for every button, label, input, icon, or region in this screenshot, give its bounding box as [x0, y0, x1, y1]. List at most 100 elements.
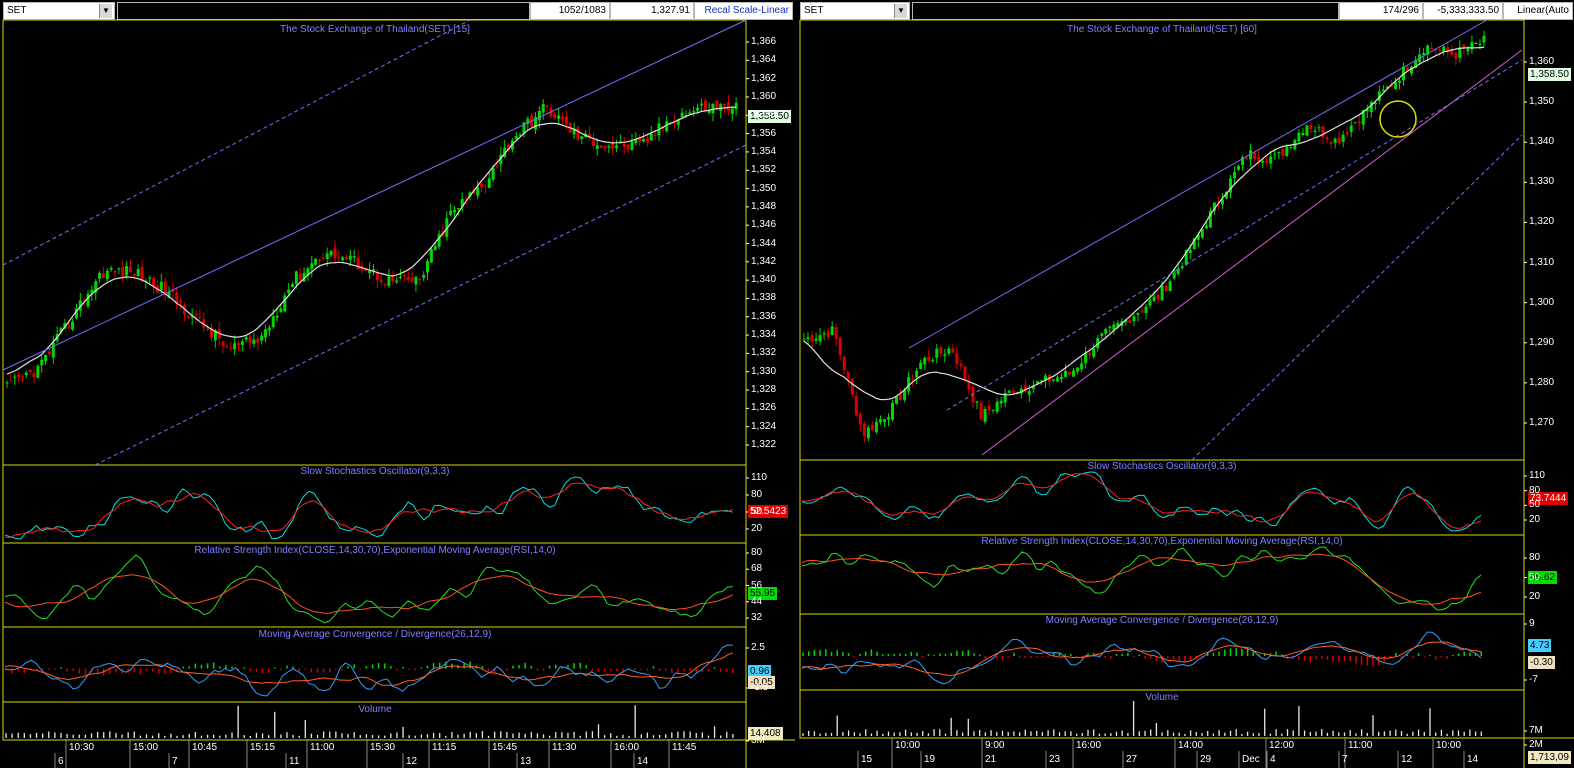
candle-body	[939, 347, 943, 354]
candle-body	[907, 377, 911, 392]
candle-body	[1422, 52, 1426, 55]
oscillator-line-fast	[4, 644, 733, 697]
candle-body	[333, 248, 337, 259]
trend-channel-line	[946, 59, 1523, 411]
candle-body	[78, 300, 82, 311]
candle-body	[1132, 316, 1136, 322]
stochastic-value-tag: 73.7444	[1528, 492, 1569, 505]
last-price-tag: 1,358.50	[748, 110, 791, 123]
oscillator-line-fast	[801, 546, 1482, 611]
candle-body	[834, 327, 838, 339]
x-day-label: 19	[924, 754, 936, 765]
candle-body	[399, 277, 403, 279]
candle-body	[1108, 326, 1112, 328]
candle-body	[460, 199, 464, 207]
candle-body	[564, 116, 568, 125]
candle-body	[895, 396, 899, 404]
candle-body	[576, 127, 580, 140]
x-day-label: 4	[1270, 754, 1276, 765]
trend-channel-line	[981, 49, 1523, 456]
candle-body	[283, 295, 287, 312]
candle-body	[287, 289, 291, 294]
candle-body	[692, 111, 696, 113]
candle-body	[830, 326, 834, 335]
chart-canvas	[799, 19, 1574, 768]
price-panel-title: The Stock Exchange of Thailand(SET) [60]	[1067, 24, 1257, 35]
price-tick-label: 1,280	[1529, 376, 1555, 388]
chevron-down-icon[interactable]: ▼	[894, 4, 907, 18]
macd-tick-label: -7	[1529, 674, 1538, 685]
candle-body	[1104, 329, 1108, 334]
right-chart-pane[interactable]: SET ▼ 174/296 -5,333,333.50 Linear(Auto …	[797, 0, 1574, 768]
price-tick-label: 1,336	[751, 310, 777, 322]
x-day-label: 12	[1401, 754, 1413, 765]
candle-body	[1474, 42, 1478, 44]
x-day-label: 7	[1342, 754, 1348, 765]
rsi-tick-label: 68	[751, 563, 763, 575]
chevron-down-icon[interactable]: ▼	[99, 4, 112, 18]
candle-body	[991, 409, 995, 411]
candle-body	[1172, 272, 1176, 279]
candle-body	[1402, 66, 1406, 81]
macd-panel-title: Moving Average Convergence / Divergence(…	[258, 629, 492, 640]
price-tick-label: 1,310	[1529, 256, 1555, 268]
candle-body	[406, 277, 410, 281]
candle-body	[959, 363, 963, 366]
candle-body	[375, 271, 379, 280]
candle-body	[557, 115, 561, 119]
price-tick-label: 1,320	[1529, 216, 1555, 228]
candle-body	[140, 267, 144, 281]
left-chart-pane[interactable]: SET ▼ 1052/1083 1,327.91 Recal Scale-Lin…	[0, 0, 795, 768]
candle-body	[1088, 353, 1092, 356]
candle-body	[814, 338, 818, 341]
candle-body	[229, 347, 233, 349]
candle-body	[368, 270, 372, 274]
macd-tick-label: -1.5	[751, 682, 769, 693]
candle-body	[186, 316, 190, 318]
x-time-label: 10:00	[895, 740, 921, 751]
candle-body	[699, 103, 703, 106]
candle-body	[194, 314, 198, 316]
candle-body	[1224, 191, 1228, 199]
macd-signal-tag: -0.30	[1528, 656, 1555, 669]
candle-body	[1064, 370, 1068, 377]
candle-body	[279, 308, 283, 313]
price-tick-label: 1,350	[1529, 96, 1555, 108]
candle-body	[1458, 47, 1462, 58]
candle-body	[634, 139, 638, 143]
candle-body	[456, 207, 460, 209]
candle-body	[707, 110, 711, 113]
x-time-label: 15:45	[492, 742, 518, 753]
price-tick-label: 1,352	[751, 164, 777, 176]
candle-body	[1385, 86, 1389, 89]
oscillator-line-slow	[4, 482, 734, 539]
candle-body	[1470, 41, 1474, 50]
candle-body	[121, 267, 125, 277]
candle-body	[1281, 148, 1285, 156]
candle-body	[1160, 285, 1164, 301]
candle-body	[931, 360, 935, 362]
rsi-tick-label: 80	[1529, 552, 1541, 563]
candle-body	[391, 275, 395, 282]
candle-body	[1011, 390, 1015, 395]
candle-body	[915, 370, 919, 378]
price-tick-label: 1,324	[751, 420, 777, 432]
x-time-label: 10:30	[69, 742, 95, 753]
candle-body	[874, 421, 878, 433]
scale-mode-button[interactable]: Linear(Auto	[1503, 2, 1573, 20]
candle-body	[886, 417, 890, 420]
candle-body	[806, 337, 810, 340]
candle-body	[1184, 250, 1188, 265]
x-day-label: 15	[861, 754, 873, 765]
candle-body	[17, 374, 21, 377]
candle-body	[213, 330, 217, 341]
price-tick-label: 1,322	[751, 439, 777, 450]
candle-body	[24, 372, 28, 376]
candle-body	[1393, 81, 1397, 89]
candle-body	[67, 326, 71, 328]
candle-body	[595, 145, 599, 150]
candle-body	[522, 122, 526, 134]
candle-body	[383, 284, 387, 286]
x-time-label: 9:00	[985, 740, 1005, 751]
volume-value-tag: 1,713,09	[1528, 751, 1571, 764]
